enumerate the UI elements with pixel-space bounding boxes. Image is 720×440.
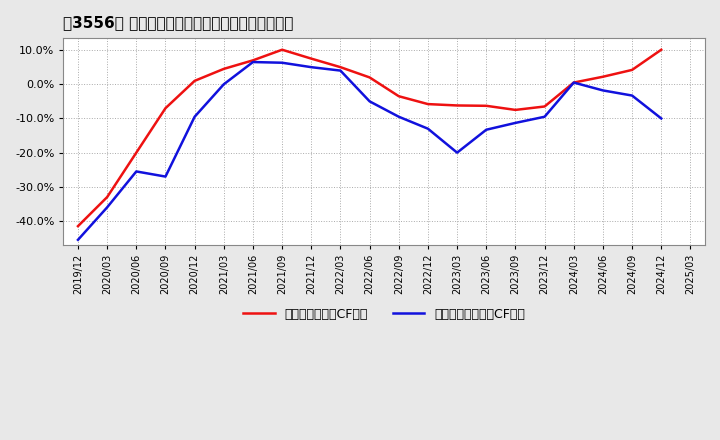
有利子負債営業CF比率 bbox=[132, 150, 140, 155]
有利子負債営業CF比率 bbox=[598, 74, 607, 79]
有利子負債フリーCF比率 bbox=[365, 99, 374, 104]
有利子負債営業CF比率 bbox=[190, 78, 199, 84]
有利子負債営業CF比率 bbox=[307, 56, 315, 61]
有利子負債フリーCF比率 bbox=[307, 65, 315, 70]
有利子負債フリーCF比率 bbox=[395, 114, 403, 119]
Text: ［3556］ 有利子負債キャッシュフロー比率の推移: ［3556］ 有利子負債キャッシュフロー比率の推移 bbox=[63, 15, 294, 30]
有利子負債フリーCF比率 bbox=[628, 93, 636, 98]
有利子負債営業CF比率 bbox=[453, 103, 462, 108]
有利子負債フリーCF比率 bbox=[336, 68, 345, 73]
有利子負債営業CF比率 bbox=[248, 58, 257, 63]
有利子負債営業CF比率 bbox=[395, 94, 403, 99]
有利子負債フリーCF比率 bbox=[570, 80, 578, 85]
有利子負債フリーCF比率 bbox=[453, 150, 462, 155]
有利子負債フリーCF比率 bbox=[598, 88, 607, 93]
有利子負債営業CF比率 bbox=[73, 224, 82, 229]
有利子負債フリーCF比率 bbox=[103, 205, 112, 210]
有利子負債営業CF比率 bbox=[540, 104, 549, 109]
有利子負債フリーCF比率 bbox=[278, 60, 287, 66]
有利子負債営業CF比率 bbox=[161, 106, 170, 111]
有利子負債フリーCF比率 bbox=[423, 126, 432, 132]
有利子負債営業CF比率 bbox=[628, 67, 636, 73]
Legend: 有利子負債営業CF比率, 有利子負債フリーCF比率: 有利子負債営業CF比率, 有利子負債フリーCF比率 bbox=[238, 303, 530, 326]
有利子負債営業CF比率 bbox=[570, 80, 578, 85]
有利子負債営業CF比率 bbox=[482, 103, 490, 108]
有利子負債フリーCF比率 bbox=[161, 174, 170, 179]
有利子負債営業CF比率 bbox=[336, 65, 345, 70]
有利子負債フリーCF比率 bbox=[132, 169, 140, 174]
有利子負債営業CF比率 bbox=[511, 107, 520, 113]
有利子負債フリーCF比率 bbox=[657, 116, 665, 121]
有利子負債フリーCF比率 bbox=[511, 120, 520, 125]
有利子負債フリーCF比率 bbox=[220, 82, 228, 87]
有利子負債営業CF比率 bbox=[423, 102, 432, 107]
有利子負債フリーCF比率 bbox=[482, 127, 490, 132]
有利子負債フリーCF比率 bbox=[190, 114, 199, 119]
Line: 有利子負債営業CF比率: 有利子負債営業CF比率 bbox=[78, 50, 661, 226]
有利子負債営業CF比率 bbox=[220, 66, 228, 72]
有利子負債営業CF比率 bbox=[103, 194, 112, 200]
有利子負債営業CF比率 bbox=[657, 47, 665, 52]
有利子負債フリーCF比率 bbox=[248, 59, 257, 65]
有利子負債営業CF比率 bbox=[365, 75, 374, 80]
有利子負債営業CF比率 bbox=[278, 47, 287, 52]
Line: 有利子負債フリーCF比率: 有利子負債フリーCF比率 bbox=[78, 62, 661, 240]
有利子負債フリーCF比率 bbox=[73, 237, 82, 242]
有利子負債フリーCF比率 bbox=[540, 114, 549, 119]
